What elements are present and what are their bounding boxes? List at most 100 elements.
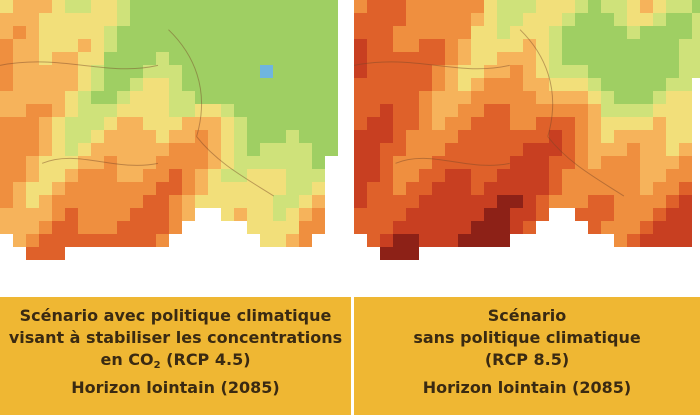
map-cell (406, 221, 420, 235)
map-cell (182, 156, 196, 170)
map-cell (286, 65, 300, 79)
map-cell (299, 195, 313, 209)
map-cell (614, 208, 628, 222)
map-cell (484, 182, 498, 196)
map-rcp85 (354, 0, 700, 297)
map-cell (104, 208, 118, 222)
map-cell (260, 156, 274, 170)
map-cell (640, 65, 654, 79)
map-cell (666, 234, 680, 248)
map-cell (562, 117, 576, 131)
map-cell (91, 78, 105, 92)
map-cell (130, 52, 144, 66)
map-cell (312, 13, 326, 27)
map-cell (445, 26, 459, 40)
map-cell (562, 26, 576, 40)
map-cell (299, 78, 313, 92)
map-cell (52, 143, 66, 157)
map-cell (614, 65, 628, 79)
map-cell (432, 221, 446, 235)
map-cell (575, 208, 589, 222)
map-cell (104, 65, 118, 79)
map-cell (419, 52, 433, 66)
scenario-line-3-tail: (RCP 4.5) (160, 350, 251, 369)
map-cell (471, 0, 485, 14)
map-cell (666, 130, 680, 144)
map-cell (286, 143, 300, 157)
map-cell (393, 65, 407, 79)
boundary-lines (354, 29, 625, 197)
map-cell (169, 39, 183, 53)
map-cell (653, 65, 667, 79)
map-cell (406, 13, 420, 27)
map-cell (640, 182, 654, 196)
map-cell (549, 0, 563, 14)
map-cell (549, 169, 563, 183)
map-cell (653, 195, 667, 209)
map-cell (273, 208, 287, 222)
map-cell (169, 130, 183, 144)
map-cell (312, 208, 326, 222)
map-cell (679, 156, 693, 170)
map-cell (367, 26, 381, 40)
map-cell (536, 13, 550, 27)
map-cell (156, 156, 170, 170)
map-cell (52, 169, 66, 183)
map-cell (614, 143, 628, 157)
map-cell (299, 208, 313, 222)
map-cell (104, 195, 118, 209)
map-cell (419, 169, 433, 183)
map-cell (208, 117, 222, 131)
map-cell (380, 78, 394, 92)
map-cell (143, 0, 157, 14)
map-cell (458, 52, 472, 66)
map-cell (354, 65, 368, 79)
map-cell (510, 39, 524, 53)
map-cell (536, 182, 550, 196)
map-cell (445, 156, 459, 170)
map-cell (273, 156, 287, 170)
map-cell (286, 221, 300, 235)
map-cell (458, 221, 472, 235)
map-cell (286, 156, 300, 170)
map-cell (627, 91, 641, 105)
map-cell (156, 234, 170, 248)
map-cell (130, 156, 144, 170)
map-cell (26, 0, 40, 14)
map-cell (247, 78, 261, 92)
boundary-lines (0, 29, 275, 197)
map-cell (692, 52, 700, 66)
map-cell (234, 143, 248, 157)
map-cell (143, 13, 157, 27)
map-cell (536, 130, 550, 144)
map-cell (143, 78, 157, 92)
map-cell (286, 26, 300, 40)
map-cell (549, 65, 563, 79)
map-cell (536, 65, 550, 79)
scenario-line-3-main: en CO (100, 350, 154, 369)
map-cell (65, 208, 79, 222)
map-cell (445, 0, 459, 14)
map-cell (117, 104, 131, 118)
map-cell (406, 117, 420, 131)
map-cell (156, 78, 170, 92)
map-cell (601, 78, 615, 92)
map-cell (523, 117, 537, 131)
map-cell (260, 221, 274, 235)
map-cell (169, 91, 183, 105)
map-cell (536, 143, 550, 157)
map-cell (156, 143, 170, 157)
map-cell (419, 91, 433, 105)
map-cell (588, 208, 602, 222)
map-cell (130, 26, 144, 40)
map-cell (575, 0, 589, 14)
map-cell (208, 13, 222, 27)
map-cell (471, 169, 485, 183)
map-cell (406, 208, 420, 222)
map-cell (0, 195, 14, 209)
map-cell (406, 169, 420, 183)
map-cell (458, 130, 472, 144)
map-cell (260, 117, 274, 131)
map-cell (182, 208, 196, 222)
map-cell (484, 208, 498, 222)
